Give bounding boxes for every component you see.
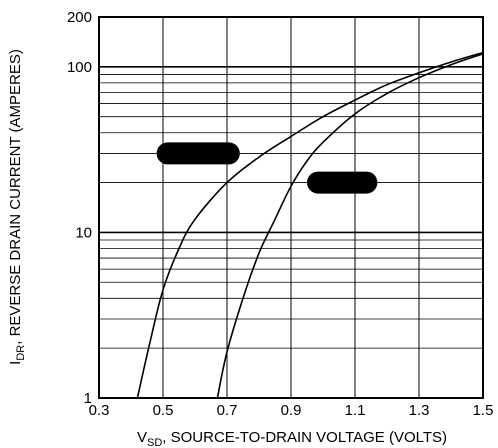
- y-tick-label: 10: [75, 224, 92, 241]
- series-line-1: [136, 51, 484, 399]
- redaction-bar-1: [156, 142, 240, 165]
- series-line-2: [216, 52, 484, 399]
- series-layer: [136, 51, 484, 399]
- x-axis-title: VSD, SOURCE-TO-DRAIN VOLTAGE (VOLTS): [137, 429, 447, 448]
- y-axis-title: IDR, REVERSE DRAIN CURRENT (AMPERES): [7, 49, 27, 365]
- x-tick-label: 0.3: [89, 402, 110, 419]
- y-tick-label: 200: [67, 9, 92, 26]
- x-tick-label: 0.9: [281, 402, 302, 419]
- tick-label-layer: 0.3 0.5 0.7 0.9 1.1 1.3 1.5 1 10 100 200: [67, 9, 493, 419]
- y-tick-label: 100: [67, 59, 92, 76]
- x-tick-label: 1.3: [409, 402, 430, 419]
- x-tick-label: 1.5: [473, 402, 494, 419]
- x-tick-label: 1.1: [345, 402, 366, 419]
- x-tick-label: 0.5: [153, 402, 174, 419]
- redaction-bar-2: [307, 171, 378, 194]
- grid-layer: [98, 16, 484, 399]
- plot-frame: [98, 16, 484, 399]
- y-tick-label: 1: [84, 390, 92, 407]
- annotation-layer: [156, 142, 378, 194]
- x-tick-label: 0.7: [217, 402, 238, 419]
